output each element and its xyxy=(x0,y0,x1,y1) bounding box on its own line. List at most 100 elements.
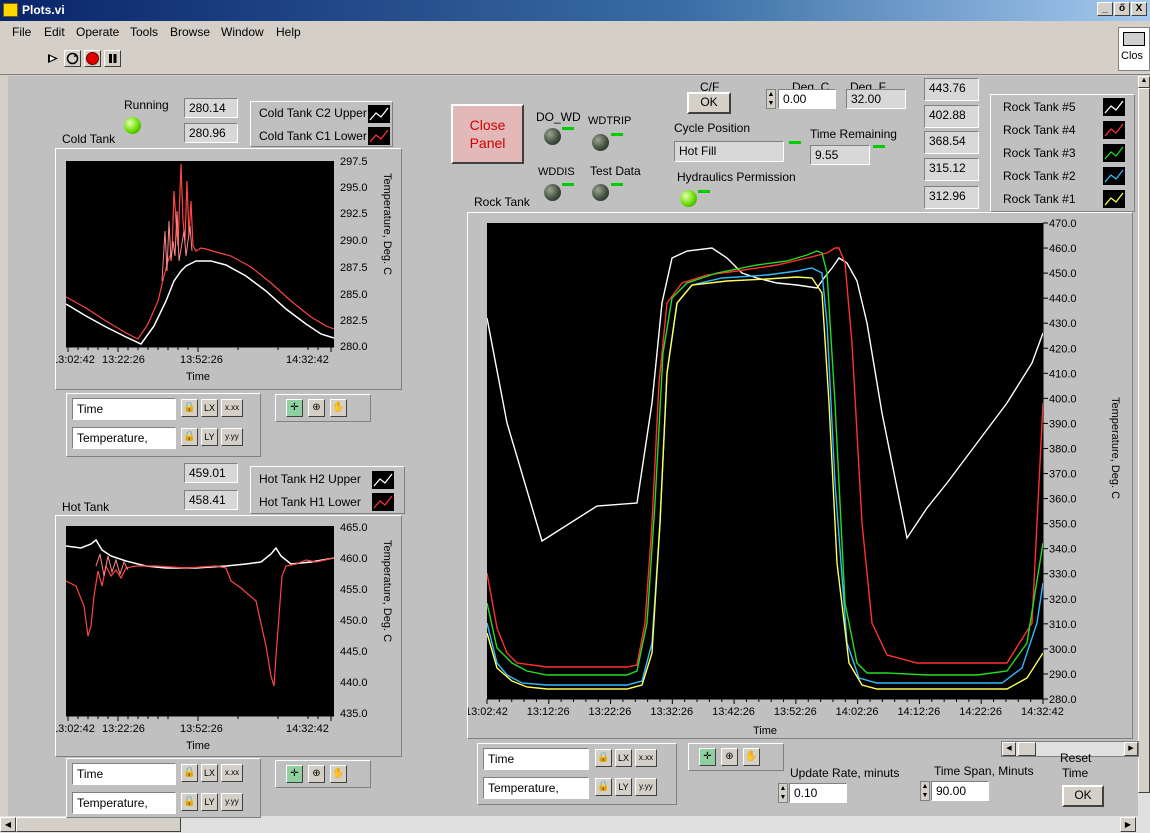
hot-tank-x-axis: 13:02:42 13:22:26 13:52:26 14:32:42 Time xyxy=(56,716,334,752)
close-window-button[interactable]: X xyxy=(1131,2,1147,16)
x-format-icon[interactable]: x.xx xyxy=(221,399,243,417)
pan-hand-icon[interactable]: ✋ xyxy=(330,399,347,417)
autoscale-x-icon[interactable]: LX xyxy=(615,749,632,767)
legend-rock-3: Rock Tank #3 xyxy=(1003,146,1076,160)
slider-left-button[interactable]: ◀ xyxy=(1002,742,1016,756)
rock4-trace xyxy=(486,247,1044,668)
cold-tank-graph-frame: 297.5 295.0 292.5 290.0 287.5 285.0 282.… xyxy=(55,148,402,390)
hot-y-tick-3: 450.0 xyxy=(340,615,368,627)
hot-tank-lower-value: 458.41 xyxy=(184,490,238,510)
cf-ok-button[interactable]: OK xyxy=(687,92,731,114)
x-format-icon[interactable]: x.xx xyxy=(221,764,243,782)
hydraulics-permission-led xyxy=(680,190,697,207)
close-panel-button[interactable]: Close Panel xyxy=(451,104,524,164)
minimize-button[interactable]: _ xyxy=(1097,2,1113,16)
rock-tank-4-value: 402.88 xyxy=(924,105,979,128)
menu-file[interactable]: File xyxy=(12,25,32,39)
lock-icon[interactable]: 🔒 xyxy=(181,399,198,417)
close-panel-label-2: Panel xyxy=(469,135,506,151)
rock-temp-axis-field[interactable]: Temperature, xyxy=(483,777,589,799)
hot-temp-axis-field[interactable]: Temperature, xyxy=(72,792,176,814)
hot-tank-y-label: Temperature, Deg. C xyxy=(381,540,393,642)
menu-edit[interactable]: Edit xyxy=(44,25,65,39)
rock-xlabel: Time xyxy=(753,725,777,737)
hot-tank-plot-area[interactable] xyxy=(65,526,335,716)
vertical-scrollbar[interactable]: ▲ xyxy=(1138,76,1150,816)
update-rate-input[interactable]: 0.10 xyxy=(789,783,847,803)
autoscale-y-icon[interactable]: LY xyxy=(201,428,218,446)
slider-thumb[interactable] xyxy=(1018,742,1036,756)
cold-temp-axis-field[interactable]: Temperature, xyxy=(72,427,176,449)
cold-tank-label: Cold Tank xyxy=(62,132,116,146)
slider-right-button[interactable]: ▶ xyxy=(1124,742,1138,756)
menu-browse[interactable]: Browse xyxy=(170,25,211,39)
pause-icon[interactable] xyxy=(104,50,121,67)
reset-label-2: Time xyxy=(1062,766,1089,780)
run-continuously-icon[interactable] xyxy=(64,50,81,67)
wdtrip-dash xyxy=(611,133,623,136)
maximize-button[interactable]: ő xyxy=(1114,2,1130,16)
hot-y-tick-4: 445.0 xyxy=(340,646,368,658)
run-arrow-icon[interactable] xyxy=(45,50,62,67)
zoom-tool-icon[interactable]: ⊕ xyxy=(308,765,325,783)
autoscale-y-icon[interactable]: LY xyxy=(615,778,632,796)
legend-swatch-white xyxy=(368,105,390,123)
horizontal-scrollbar[interactable]: ◀ ▶ xyxy=(0,816,1150,833)
running-led xyxy=(124,117,141,134)
menu-window[interactable]: Window xyxy=(221,25,264,39)
scroll-up-button[interactable]: ▲ xyxy=(1138,76,1150,88)
rock-tank-plot-area[interactable] xyxy=(486,223,1044,699)
cold-tank-upper-value: 280.14 xyxy=(184,98,238,118)
pan-hand-icon[interactable]: ✋ xyxy=(330,765,347,783)
deg-c-spinner[interactable]: ▲ ▼ xyxy=(766,89,776,109)
cold-x-tick-3: 14:32:42 xyxy=(286,354,329,366)
time-span-input[interactable]: 90.00 xyxy=(931,781,989,801)
menu-operate[interactable]: Operate xyxy=(76,25,120,39)
cursor-tool-icon[interactable]: ✛ xyxy=(286,765,303,783)
rock-tank-legend: Rock Tank #5 Rock Tank #4 Rock Tank #3 R… xyxy=(990,94,1135,212)
rock-x-tick-label: 14:02:26 xyxy=(836,706,879,718)
scroll-right-button[interactable]: ▶ xyxy=(1120,817,1136,832)
zoom-tool-icon[interactable]: ⊕ xyxy=(308,399,325,417)
rock-x-tick-label: 13:32:26 xyxy=(650,706,693,718)
autoscale-y-icon[interactable]: LY xyxy=(201,793,218,811)
reset-time-ok-button[interactable]: OK xyxy=(1062,785,1104,807)
abort-execution-icon[interactable] xyxy=(84,50,101,67)
cursor-tool-icon[interactable]: ✛ xyxy=(286,399,303,417)
time-slider[interactable]: ◀ ▶ xyxy=(1001,741,1139,757)
x-format-icon[interactable]: x.xx xyxy=(635,749,657,767)
lock-icon[interactable]: 🔒 xyxy=(181,764,198,782)
autoscale-x-icon[interactable]: LX xyxy=(201,764,218,782)
hot-x-tick-0: 13:02:42 xyxy=(56,723,95,735)
update-rate-spinner[interactable]: ▲ ▼ xyxy=(778,783,788,803)
rock-time-axis-field[interactable]: Time xyxy=(483,748,589,770)
scroll-thumb[interactable] xyxy=(1138,88,1150,793)
cold-tank-plot-area[interactable] xyxy=(65,161,335,347)
hydraulics-permission-label: Hydraulics Permission xyxy=(677,170,796,184)
hscroll-thumb[interactable] xyxy=(16,817,181,832)
y-format-icon[interactable]: y.yy xyxy=(221,793,243,811)
cursor-tool-icon[interactable]: ✛ xyxy=(699,748,716,766)
lock-icon[interactable]: 🔒 xyxy=(595,749,612,767)
zoom-tool-icon[interactable]: ⊕ xyxy=(721,748,738,766)
legend-swatch-white xyxy=(1103,98,1125,116)
rock-tank-graph-frame: 470.0 460.0 450.0 440.0 430.0 420.0 410.0 400.0… xyxy=(467,212,1133,739)
scroll-left-button[interactable]: ◀ xyxy=(0,817,16,832)
y-format-icon[interactable]: y.yy xyxy=(221,428,243,446)
hot-time-axis-field[interactable]: Time xyxy=(72,763,176,785)
deg-c-input[interactable]: 0.00 xyxy=(778,89,836,109)
lock-icon[interactable]: 🔒 xyxy=(181,793,198,811)
cold-time-axis-field[interactable]: Time xyxy=(72,398,176,420)
lock-icon[interactable]: 🔒 xyxy=(181,428,198,446)
hot-upper-trace xyxy=(65,538,335,569)
menu-tools[interactable]: Tools xyxy=(130,25,159,39)
time-span-spinner[interactable]: ▲ ▼ xyxy=(920,781,930,801)
pan-hand-icon[interactable]: ✋ xyxy=(743,748,760,766)
legend-swatch-green xyxy=(1103,144,1125,162)
autoscale-x-icon[interactable]: LX xyxy=(201,399,218,417)
menu-help[interactable]: Help xyxy=(276,25,301,39)
legend-cold-upper: Cold Tank C2 Upper xyxy=(259,106,367,120)
lock-icon[interactable]: 🔒 xyxy=(595,778,612,796)
cold-tank-graph-palette: ✛ ⊕ ✋ xyxy=(275,394,371,422)
y-format-icon[interactable]: y.yy xyxy=(635,778,657,796)
